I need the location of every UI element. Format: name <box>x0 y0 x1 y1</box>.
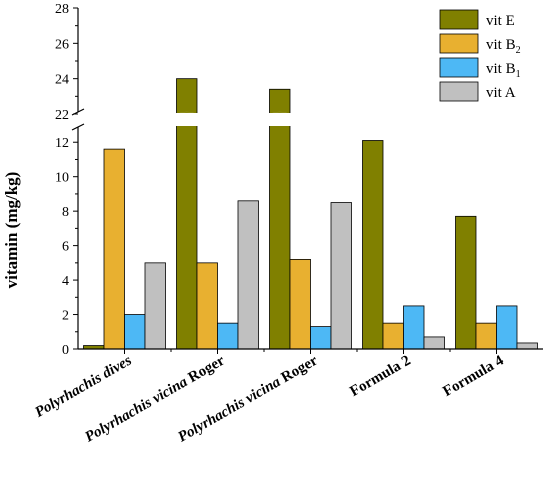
bar-break-gap <box>268 113 291 126</box>
bar-vit-a-0 <box>144 262 166 350</box>
y-tick-label: 10 <box>55 171 69 186</box>
legend-label-name: vit B <box>486 37 516 53</box>
legend-swatch-0 <box>439 9 479 30</box>
bar-vit-e-3 <box>362 140 384 350</box>
bar-vit-b1-1 <box>217 322 239 350</box>
legend-label-1: vit B2 <box>486 37 521 56</box>
legend-swatch-3 <box>439 81 479 102</box>
legend-swatch-2 <box>439 57 479 78</box>
x-tick-label-part: Roger <box>182 352 227 387</box>
bar-vit-b2-3 <box>382 322 404 350</box>
y-tick-label: 26 <box>55 37 69 52</box>
bar-vit-a-1 <box>237 200 259 350</box>
bar-vit-e-4 <box>455 215 477 350</box>
bar-vit-b2-0 <box>103 148 125 350</box>
y-tick-label: 24 <box>55 73 69 88</box>
bar-break-gap <box>175 113 198 126</box>
legend-label-name: vit A <box>486 85 516 101</box>
y-tick-label: 6 <box>62 240 69 255</box>
y-tick-label: 12 <box>55 136 69 151</box>
legend-label-name: vit E <box>486 13 515 29</box>
legend-label-2: vit B1 <box>486 61 521 80</box>
y-tick-label: 2 <box>62 309 69 324</box>
legend-label-subscript: 2 <box>516 45 521 56</box>
x-tick-label-part: Formula 4 <box>440 352 507 400</box>
bar-vit-b1-2 <box>310 326 332 350</box>
legend-label-name: vit B <box>486 61 516 77</box>
legend-swatch-1 <box>439 33 479 54</box>
bar-vit-b2-2 <box>289 258 311 350</box>
x-tick-label-part: Formula 2 <box>347 353 413 400</box>
bar-vit-b2-4 <box>475 322 497 350</box>
bar-vit-b1-0 <box>124 314 146 350</box>
axis-break-mark-lower <box>71 123 85 131</box>
y-tick-label: 28 <box>55 2 69 17</box>
legend-label-subscript: 1 <box>516 69 521 80</box>
bars-group <box>83 78 538 350</box>
y-tick-label: 22 <box>55 108 69 123</box>
bar-vit-a-4 <box>516 342 538 350</box>
legend-label-3: vit A <box>486 85 516 101</box>
bar-vit-b1-4 <box>496 305 518 350</box>
bar-vit-a-2 <box>330 202 352 350</box>
bar-break-edge <box>269 111 291 115</box>
y-tick-label: 4 <box>62 274 69 289</box>
y-tick-label: 0 <box>62 343 69 358</box>
x-tick-label-3: Formula 2 <box>347 353 413 400</box>
bar-vit-e-2 <box>269 88 291 350</box>
legend-label-0: vit E <box>486 13 515 29</box>
bar-vit-b2-1 <box>196 262 218 350</box>
x-tick-label-part: Roger <box>275 352 320 387</box>
bar-break-edge <box>176 111 198 115</box>
y-tick-label: 8 <box>62 205 69 220</box>
x-tick-label-4: Formula 4 <box>440 352 507 400</box>
bar-vit-b1-3 <box>403 305 425 350</box>
bar-vit-a-3 <box>423 336 445 350</box>
